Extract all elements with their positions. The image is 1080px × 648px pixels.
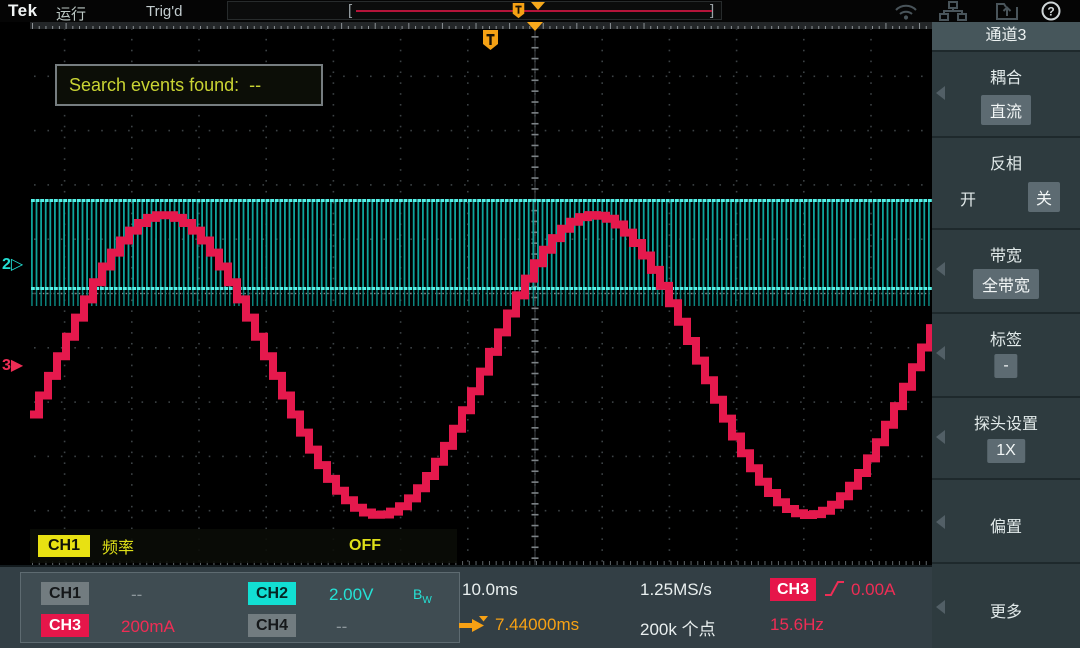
measurement-type-label: 频率 bbox=[102, 540, 135, 557]
chevron-left-icon bbox=[936, 515, 945, 529]
menu-item-more[interactable]: 更多 bbox=[932, 562, 1080, 648]
wifi-icon[interactable] bbox=[893, 2, 919, 25]
horizontal-scale[interactable]: 10.0ms bbox=[462, 580, 518, 599]
invert-off-option[interactable]: 关 bbox=[1028, 182, 1061, 212]
menu-item-invert[interactable]: 反相 开 关 bbox=[932, 136, 1080, 228]
trigger-slope-rising-icon bbox=[824, 578, 846, 605]
menu-item-bandwidth[interactable]: 带宽 全带宽 bbox=[932, 228, 1080, 312]
chevron-left-icon bbox=[936, 430, 945, 444]
record-line bbox=[356, 10, 712, 12]
measurement-bar[interactable]: CH1 频率 OFF bbox=[30, 529, 457, 563]
menu-item-label[interactable]: 标签 - bbox=[932, 312, 1080, 396]
horizontal-position[interactable]: 7.44000ms bbox=[495, 615, 580, 634]
probe-value[interactable]: 1X bbox=[987, 439, 1025, 463]
menu-item-probe-setup[interactable]: 探头设置 1X bbox=[932, 396, 1080, 478]
menu-item-coupling[interactable]: 耦合 直流 bbox=[932, 50, 1080, 136]
ch2-marker-arrow-icon: ▷ bbox=[10, 256, 24, 273]
save-export-icon[interactable] bbox=[995, 1, 1019, 26]
trigger-level[interactable]: 0.00A bbox=[851, 580, 896, 599]
ch2-scale: 2.00V bbox=[329, 585, 374, 604]
trigger-position-icon[interactable] bbox=[512, 3, 525, 19]
chevron-left-icon bbox=[936, 600, 945, 614]
ch2-position-marker[interactable]: 2▷ bbox=[2, 256, 24, 273]
tek-logo: Tek bbox=[8, 1, 38, 20]
trigger-frequency: 15.6Hz bbox=[770, 615, 824, 634]
sample-rate: 1.25MS/s bbox=[640, 580, 712, 599]
ch3-scale: 200mA bbox=[121, 617, 175, 636]
ch1-badge[interactable]: CH1 bbox=[41, 582, 89, 605]
chevron-left-icon bbox=[936, 346, 945, 360]
record-view-strip[interactable]: [ ] bbox=[227, 1, 722, 20]
invert-on-option[interactable]: 开 bbox=[960, 192, 977, 209]
ch3-badge[interactable]: CH3 bbox=[41, 614, 89, 637]
menu-item-offset[interactable]: 偏置 bbox=[932, 478, 1080, 562]
record-view-bracket-right: ] bbox=[710, 2, 715, 19]
measurement-source-badge[interactable]: CH1 bbox=[38, 535, 91, 557]
horizontal-position-arrow-icon bbox=[459, 616, 489, 639]
trigger-source-badge[interactable]: CH3 bbox=[770, 578, 816, 601]
coupling-value[interactable]: 直流 bbox=[980, 95, 1032, 125]
ch4-scale: -- bbox=[336, 617, 348, 636]
acquisition-status: 运行 bbox=[56, 6, 87, 23]
network-icon[interactable] bbox=[938, 1, 968, 26]
record-view-bracket-left: [ bbox=[348, 2, 353, 19]
help-icon[interactable]: ? bbox=[1040, 0, 1062, 27]
waveform-display[interactable] bbox=[30, 22, 932, 565]
chevron-left-icon bbox=[936, 262, 945, 276]
ch3-position-marker[interactable]: 3▶ bbox=[2, 357, 24, 374]
ch4-badge[interactable]: CH4 bbox=[248, 614, 296, 637]
record-length: 200k 个点 bbox=[640, 620, 716, 639]
trigger-status: Trig'd bbox=[146, 3, 183, 20]
ch2-badge[interactable]: CH2 bbox=[248, 582, 296, 605]
ch1-scale: -- bbox=[131, 585, 143, 604]
bandwidth-value[interactable]: 全带宽 bbox=[972, 269, 1040, 299]
search-events-banner: Search events found: -- bbox=[55, 64, 323, 106]
view-center-icon bbox=[531, 2, 545, 10]
measurement-value: OFF bbox=[349, 537, 382, 554]
ch3-marker-arrow-icon: ▶ bbox=[10, 357, 24, 374]
side-menu: 通道3 耦合 直流 反相 开 关 带宽 全带宽 标签 - 探头设置 1X bbox=[932, 22, 1080, 648]
chevron-left-icon bbox=[936, 86, 945, 100]
menu-title: 通道3 bbox=[932, 22, 1080, 50]
readout-bar: CH1 -- CH2 2.00V BW CH3 200mA CH4 -- 10.… bbox=[0, 565, 932, 648]
top-status-bar: Tek 运行 Trig'd [ ] ? bbox=[0, 0, 1080, 25]
channel-readout-panel: CH1 -- CH2 2.00V BW CH3 200mA CH4 -- bbox=[20, 572, 460, 643]
svg-text:?: ? bbox=[1047, 5, 1054, 19]
label-value[interactable]: - bbox=[994, 354, 1018, 378]
ch2-bandwidth-limit-icon: BW bbox=[413, 586, 432, 606]
